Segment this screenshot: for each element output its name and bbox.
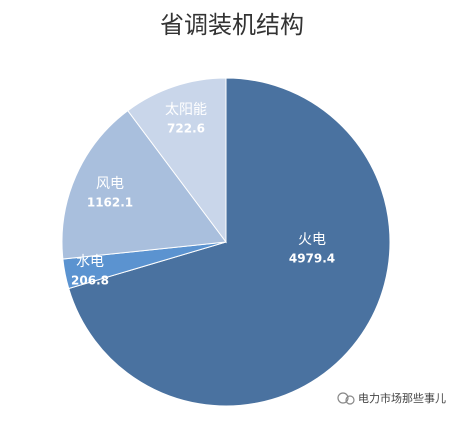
value-label: 722.6 — [167, 122, 205, 136]
slice-label: 风电 — [96, 176, 124, 192]
value-label: 206.8 — [71, 274, 109, 288]
watermark: 电力市场那些事儿 — [358, 391, 446, 405]
pie-slice — [68, 77, 391, 407]
value-label: 4979.4 — [289, 252, 335, 266]
slice-label: 火电 — [298, 232, 326, 248]
slice-label: 太阳能 — [165, 102, 207, 118]
chart-title: 省调装机结构 — [160, 11, 304, 39]
watermark-icon — [337, 392, 355, 405]
pie-slice — [61, 109, 227, 260]
slice-label: 水电 — [76, 254, 104, 270]
value-label: 1162.1 — [87, 196, 133, 210]
pie-slice — [127, 77, 227, 244]
